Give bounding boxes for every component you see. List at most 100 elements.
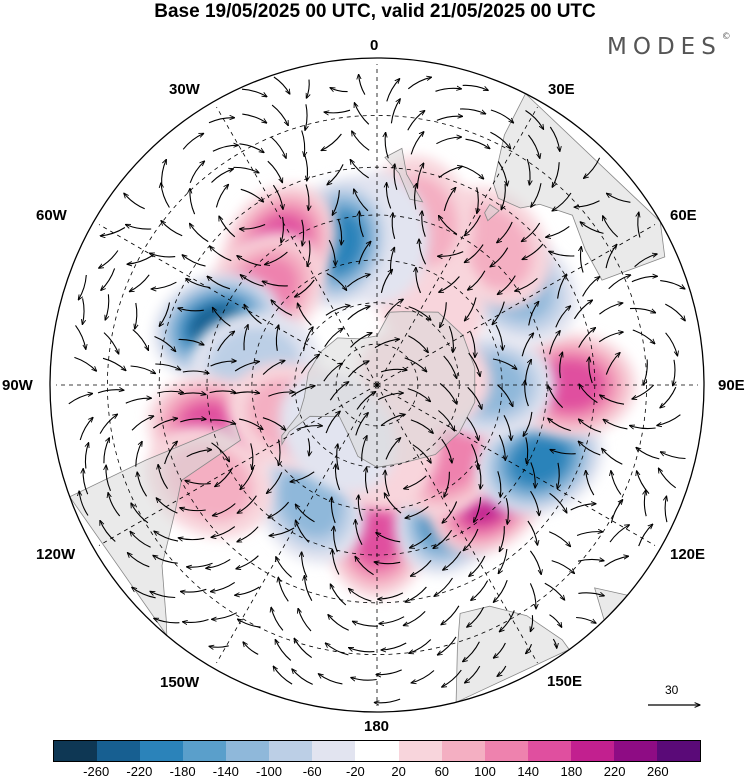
wind-vector-arrow	[468, 352, 480, 376]
colorbar-tick-label: -60	[302, 764, 322, 779]
colorbar-tick-label: -20	[345, 764, 365, 779]
wind-vector-arrow	[295, 279, 315, 297]
wind-vector-arrow	[103, 332, 119, 354]
wind-vector-arrow	[159, 302, 171, 327]
wind-vector-arrow	[499, 610, 515, 631]
wind-vector-arrow	[180, 588, 207, 592]
wind-vector-arrow	[126, 225, 152, 230]
wind-vector-arrow	[526, 437, 528, 463]
wind-vector-arrow	[189, 161, 204, 183]
wind-vector-arrow	[349, 589, 372, 602]
wind-vector-arrow	[474, 497, 482, 522]
wind-vector-arrow	[416, 267, 422, 294]
wind-vector-arrow	[150, 253, 176, 258]
wind-vector-arrow	[549, 614, 562, 628]
wind-vector-arrow	[385, 132, 389, 159]
wind-vector-arrow	[498, 434, 505, 460]
wind-vector-arrow	[442, 501, 458, 524]
wind-vector-arrow	[405, 586, 427, 602]
colorbar-tick-label: 100	[474, 764, 496, 779]
wind-vector-arrow	[99, 414, 117, 434]
wind-vector-arrow	[495, 324, 503, 350]
wind-vector-arrow	[471, 580, 489, 601]
wind-vector-arrow	[528, 301, 539, 326]
wind-vector-arrow	[351, 678, 377, 681]
wind-vector-arrow	[579, 384, 598, 404]
wind-vector-arrow	[386, 183, 392, 209]
wind-vector-arrow	[262, 417, 286, 431]
wind-vector-arrow	[131, 503, 149, 524]
colorbar-tick-label: -100	[255, 764, 283, 779]
wind-vector-arrow	[438, 166, 462, 179]
colorbar-tick-label: -140	[212, 764, 239, 779]
wind-vector-arrow	[573, 300, 592, 320]
wind-vector-arrow	[212, 503, 236, 516]
wind-vector-arrow	[441, 605, 460, 625]
wind-vector-arrow	[151, 281, 177, 289]
wind-vectors	[68, 74, 686, 702]
wind-vector-arrow	[82, 298, 84, 324]
wind-vector-arrow	[461, 165, 484, 179]
wind-vector-arrow	[348, 361, 370, 378]
wind-vector-arrow	[100, 521, 116, 542]
wind-vector-arrow	[190, 223, 209, 243]
wind-vector-arrow	[243, 325, 248, 351]
wind-vector-arrow	[210, 361, 237, 367]
wind-vector-arrow	[180, 508, 206, 511]
wind-vector-arrow	[273, 666, 293, 685]
wind-vector-arrow	[551, 560, 575, 574]
wind-vector-arrow	[471, 443, 479, 469]
lon-label-90e: 90E	[718, 377, 745, 394]
wind-vector-arrow	[352, 131, 370, 151]
wind-vector-arrow	[350, 160, 369, 179]
wind-vector-arrow	[629, 307, 656, 312]
wind-vector-arrow	[103, 438, 110, 464]
wind-vector-arrow	[544, 582, 565, 600]
wind-vector-arrow	[271, 607, 284, 631]
wind-vector-arrow	[644, 490, 646, 517]
wind-vector-arrow	[83, 469, 89, 495]
wind-vector-arrow	[549, 331, 561, 355]
wind-vector-arrow	[493, 580, 508, 602]
lon-label-180: 180	[364, 718, 390, 735]
wind-vector-arrow	[434, 577, 453, 596]
wind-vector-arrow	[490, 109, 514, 123]
wind-vector-arrow	[128, 553, 150, 568]
wind-vector-arrow	[403, 611, 426, 625]
wind-vector-arrow	[385, 438, 401, 460]
wind-vector-arrow	[578, 441, 601, 456]
wind-vector-arrow	[281, 216, 283, 243]
wind-vector-arrow	[441, 438, 452, 463]
colorbar-tick-label: 260	[646, 764, 669, 779]
wind-vector-arrow	[318, 674, 343, 685]
wind-vector-arrow	[392, 213, 396, 239]
colorbar-cell	[312, 741, 356, 761]
wind-vector-arrow	[182, 371, 209, 373]
wind-vector-arrow	[355, 413, 369, 436]
wind-vector-arrow	[422, 211, 426, 237]
wind-vector-arrow	[97, 390, 124, 394]
wind-vector-arrow	[347, 306, 370, 320]
wind-vector-arrow	[278, 577, 289, 602]
wind-vector-arrow	[631, 276, 658, 283]
wind-vector-arrow	[185, 481, 211, 485]
wind-vector-arrow	[267, 160, 283, 183]
wind-vector-arrow	[407, 388, 431, 402]
copyright-mark: ©	[721, 32, 731, 43]
wind-vector-arrow	[557, 274, 567, 299]
wind-vector-arrow	[305, 104, 307, 130]
wind-vector-arrow	[304, 576, 313, 601]
wind-vector-arrow	[410, 132, 424, 155]
wind-vector-arrow	[325, 306, 350, 316]
wind-vector-arrow	[380, 269, 392, 294]
wind-vector-arrow	[526, 158, 530, 185]
wind-vector-arrow	[262, 361, 285, 375]
wind-vector-arrow	[325, 643, 349, 656]
wind-vector-arrow	[158, 465, 169, 490]
wind-vector-arrow	[355, 556, 374, 576]
wind-vector-arrow	[240, 223, 266, 230]
wind-vector-arrow	[241, 88, 267, 97]
colorbar-cell	[613, 741, 657, 761]
wind-vector-arrow	[529, 550, 541, 575]
meridian-line	[216, 106, 378, 386]
